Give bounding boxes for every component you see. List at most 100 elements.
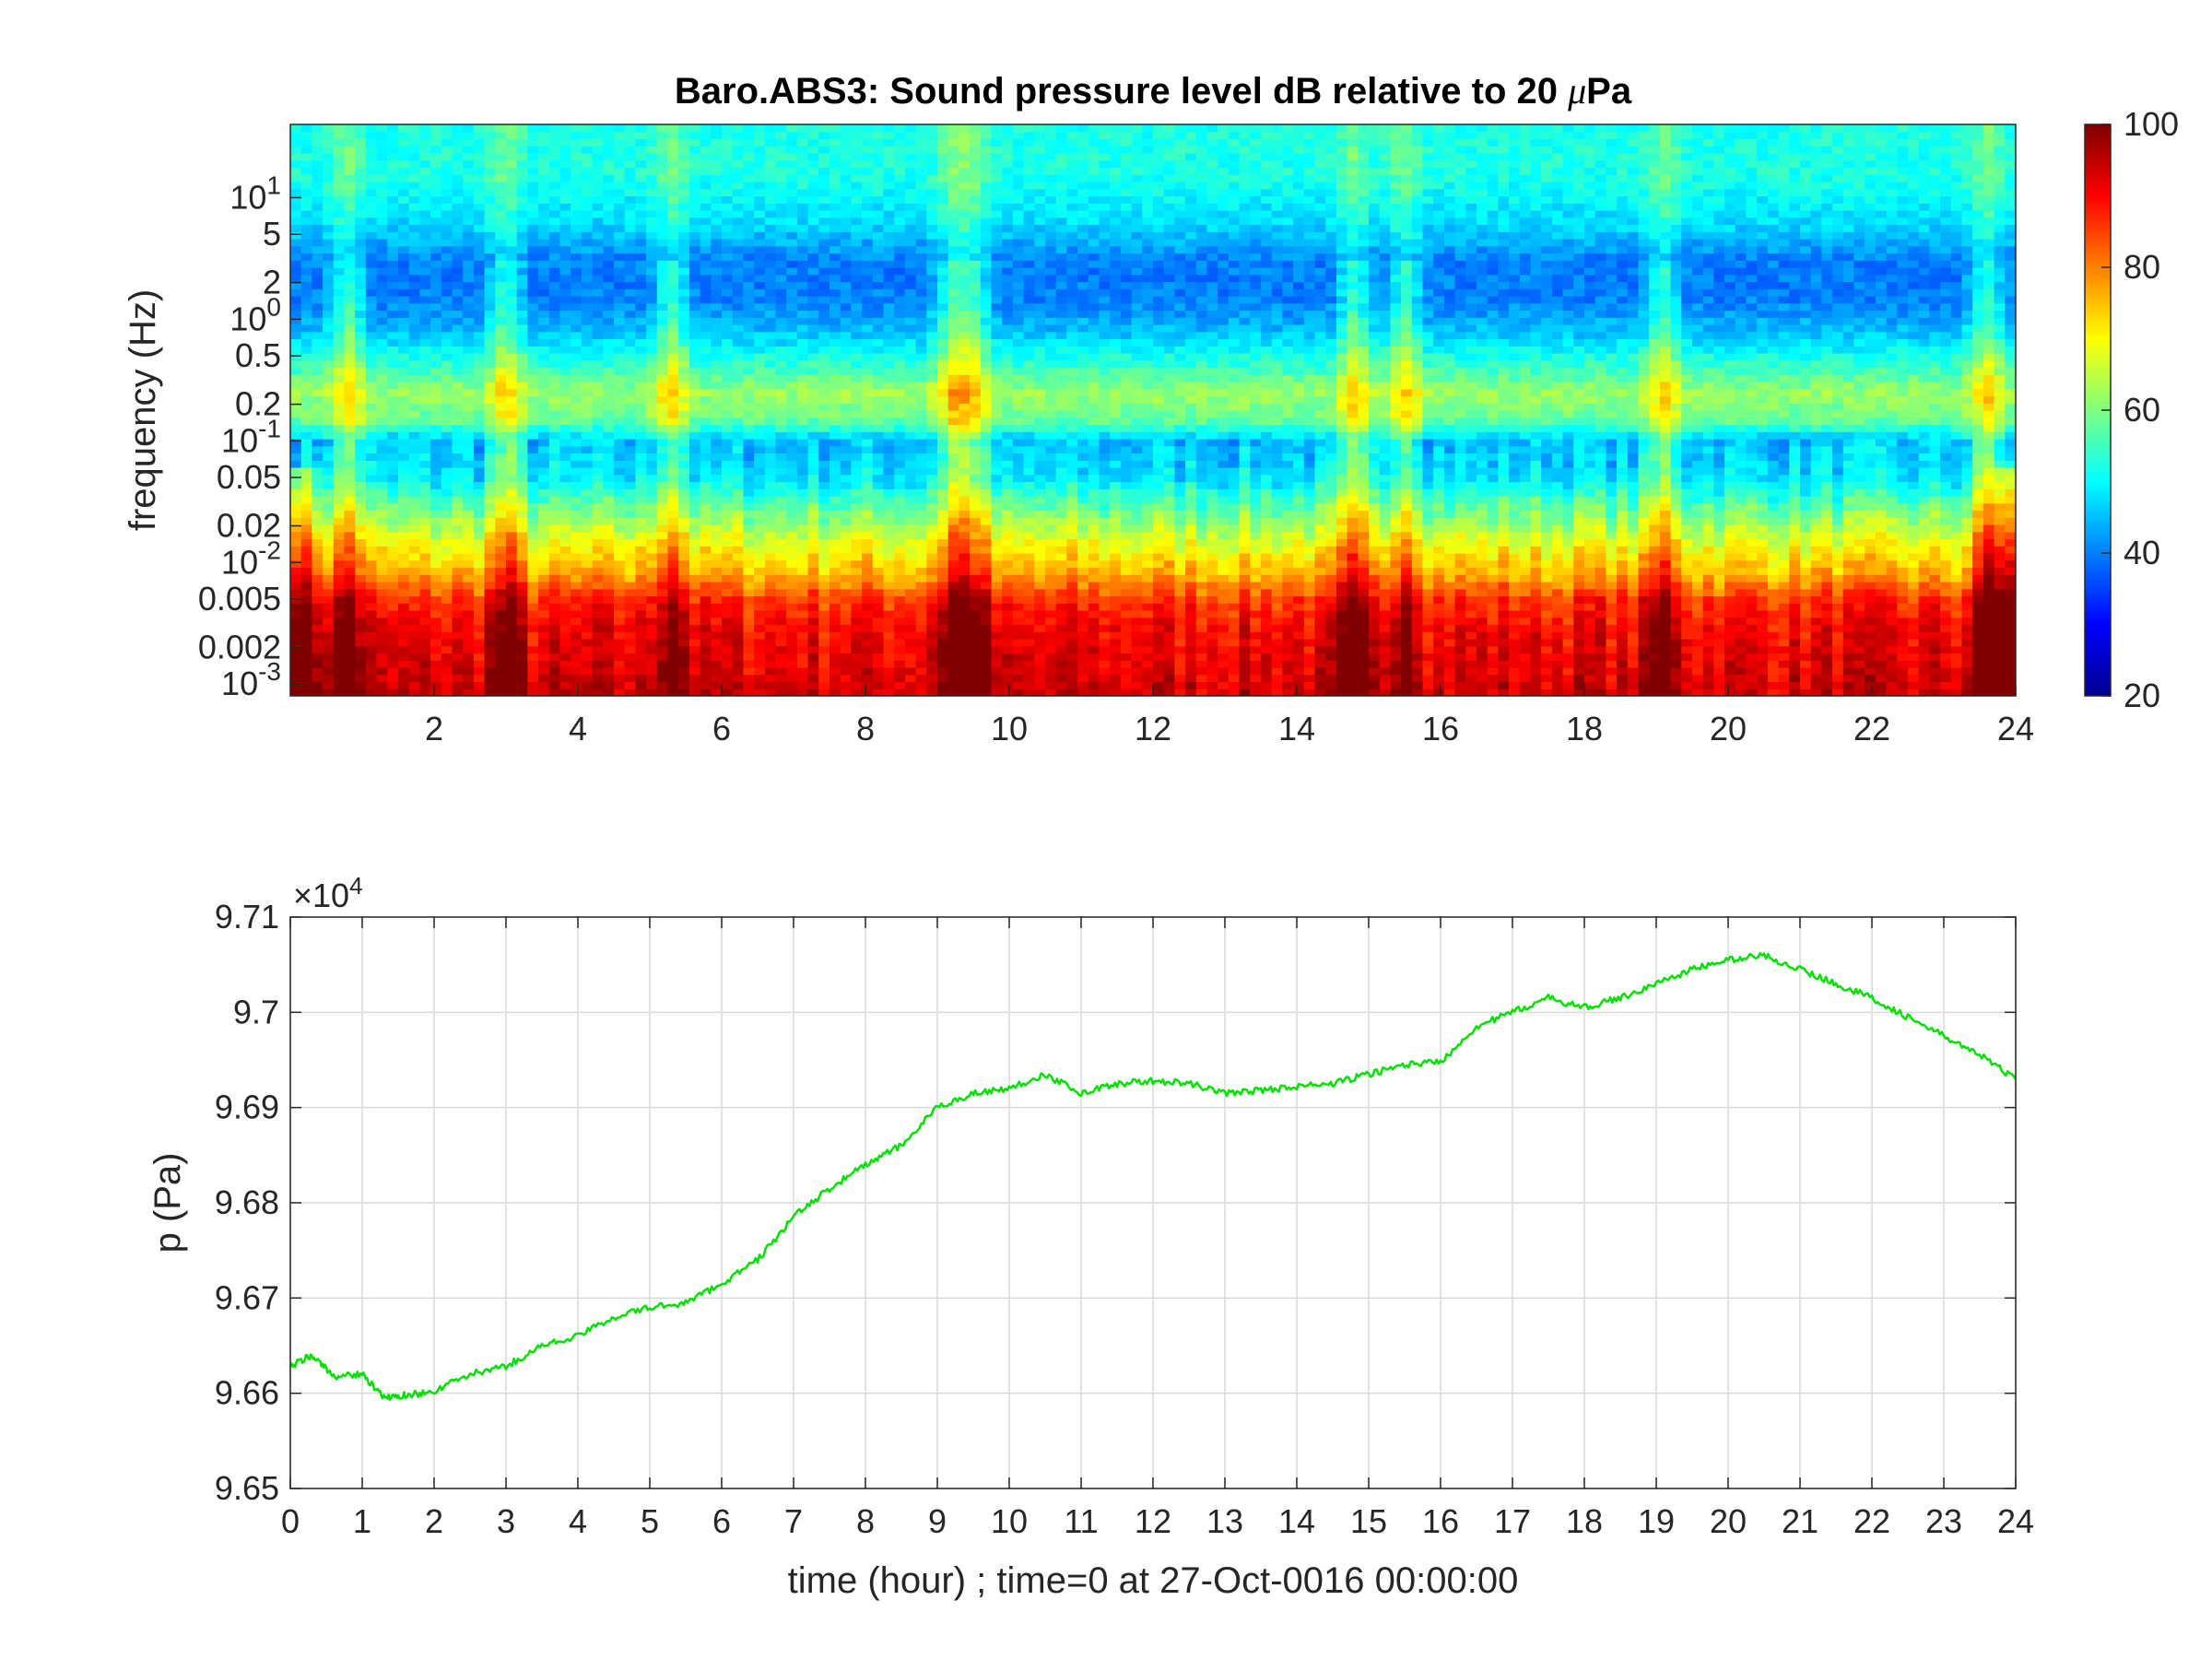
heatmap-cell — [624, 346, 636, 354]
heatmap-cell — [872, 324, 885, 333]
heatmap-cell — [463, 645, 475, 654]
heatmap-cell — [376, 331, 388, 340]
heatmap-cell — [667, 131, 679, 140]
heatmap-cell — [883, 553, 895, 561]
heatmap-cell — [441, 281, 453, 289]
heatmap-cell — [786, 510, 798, 518]
heatmap-cell — [344, 639, 356, 647]
heatmap-cell — [667, 510, 679, 518]
heatmap-cell — [290, 195, 302, 204]
heatmap-cell — [300, 174, 312, 182]
heatmap-cell — [646, 553, 658, 561]
heatmap-cell — [807, 131, 819, 140]
heatmap-cell — [796, 582, 809, 590]
heatmap-cell — [355, 260, 367, 268]
heatmap-cell — [764, 488, 777, 497]
heatmap-cell — [408, 267, 420, 276]
heatmap-cell — [571, 353, 582, 361]
heatmap-cell — [743, 453, 755, 461]
heatmap-cell — [732, 510, 744, 518]
heatmap-cell — [408, 338, 420, 347]
heatmap-cell — [700, 203, 712, 211]
heatmap-cell — [796, 224, 809, 232]
heatmap-cell — [419, 582, 431, 590]
heatmap-cell — [796, 424, 809, 432]
heatmap-cell — [452, 124, 464, 133]
heatmap-cell — [333, 481, 346, 489]
heatmap-cell — [430, 510, 442, 518]
heatmap-cell — [711, 653, 723, 661]
heatmap-cell — [463, 559, 475, 569]
heatmap-cell — [559, 610, 571, 618]
heatmap-cell — [830, 610, 841, 618]
heatmap-cell — [333, 131, 346, 140]
heatmap-cell — [635, 574, 647, 582]
heatmap-cell — [807, 317, 819, 325]
heatmap-cell — [688, 410, 701, 418]
heatmap-cell — [926, 267, 938, 276]
heatmap-cell — [323, 159, 335, 169]
heatmap-cell — [300, 267, 312, 276]
heatmap-cell — [937, 138, 949, 147]
heatmap-cell — [548, 302, 561, 312]
heatmap-cell — [754, 553, 766, 561]
heatmap-cell — [894, 453, 906, 461]
heatmap-cell — [323, 660, 335, 668]
heatmap-cell — [667, 567, 679, 575]
heatmap-cell — [463, 231, 475, 240]
heatmap-cell — [463, 424, 475, 432]
heatmap-cell — [743, 567, 755, 575]
heatmap-cell — [355, 310, 367, 318]
heatmap-cell — [754, 496, 766, 504]
heatmap-cell — [926, 517, 938, 525]
heatmap-cell — [700, 317, 712, 325]
heatmap-cell — [646, 667, 658, 676]
heatmap-cell — [355, 203, 367, 211]
heatmap-cell — [290, 674, 302, 683]
heatmap-cell — [408, 231, 420, 240]
heatmap-cell — [894, 631, 906, 640]
heatmap-cell — [484, 245, 496, 254]
heatmap-cell — [711, 239, 723, 247]
heatmap-cell — [506, 688, 518, 696]
heatmap-cell — [538, 374, 550, 382]
heatmap-cell — [894, 382, 906, 390]
heatmap-cell — [872, 395, 885, 404]
heatmap-cell — [614, 288, 626, 297]
heatmap-cell — [527, 388, 539, 397]
heatmap-cell — [581, 153, 594, 161]
heatmap-cell — [851, 346, 863, 354]
heatmap-cell — [711, 310, 723, 318]
heatmap-cell — [441, 374, 453, 382]
heatmap-cell — [667, 167, 679, 175]
heatmap-cell — [807, 645, 819, 654]
heatmap-cell — [656, 374, 669, 382]
heatmap-cell — [387, 624, 399, 632]
heatmap-cell — [840, 588, 852, 597]
heatmap-cell — [830, 367, 841, 375]
heatmap-cell — [355, 417, 367, 426]
heatmap-cell — [290, 167, 302, 175]
heatmap-cell — [947, 159, 959, 169]
heatmap-cell — [646, 517, 658, 525]
heatmap-cell — [419, 559, 431, 569]
heatmap-cell — [581, 474, 594, 483]
heatmap-cell — [667, 374, 679, 382]
heatmap-cell — [872, 159, 885, 169]
heatmap-cell — [495, 502, 507, 512]
heatmap-cell — [452, 167, 464, 175]
heatmap-cell — [851, 138, 863, 147]
heatmap-cell — [732, 595, 744, 604]
heatmap-cell — [883, 153, 895, 161]
heatmap-cell — [441, 474, 453, 483]
heatmap-cell — [441, 159, 453, 169]
heatmap-cell — [300, 582, 312, 590]
heatmap-cell — [581, 681, 594, 689]
heatmap-cell — [624, 417, 636, 426]
heatmap-cell — [376, 146, 388, 154]
heatmap-cell — [830, 567, 841, 575]
heatmap-cell — [527, 324, 539, 333]
heatmap-cell — [818, 424, 830, 432]
heatmap-cell — [527, 245, 539, 254]
heatmap-cell — [688, 553, 701, 561]
